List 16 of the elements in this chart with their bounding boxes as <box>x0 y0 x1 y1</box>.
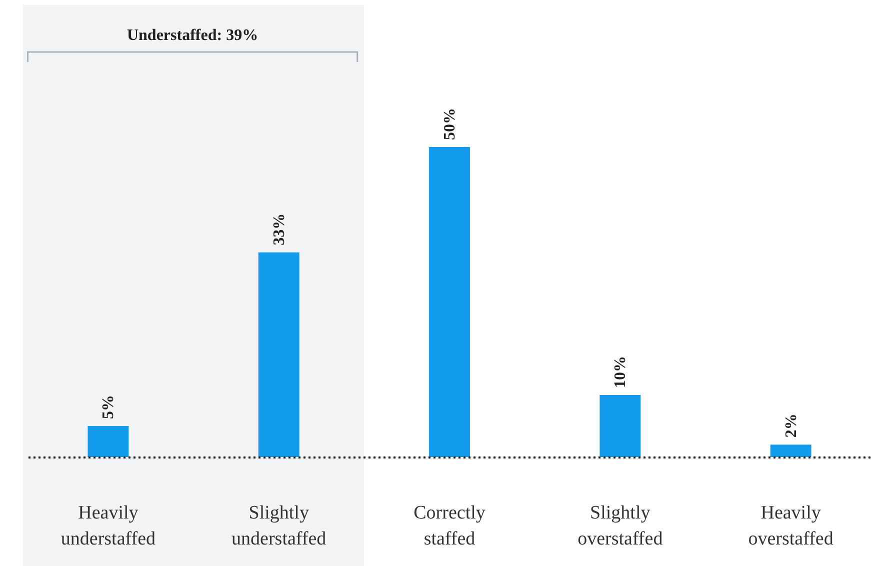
x-tick-label: Heavily overstaffed <box>748 502 834 550</box>
bar <box>770 444 812 457</box>
x-tick-label: Slightly understaffed <box>232 502 327 550</box>
x-tick-label: Correctly staffed <box>414 502 486 550</box>
bar <box>258 252 300 457</box>
x-tick-label: Heavily understaffed <box>60 502 156 550</box>
band-label: Understaffed: 39% <box>126 27 258 44</box>
data-label: 5% <box>100 395 118 419</box>
bar <box>429 147 470 457</box>
bar <box>600 395 641 457</box>
data-label: 50% <box>442 108 458 140</box>
x-tick-label: Slightly overstaffed <box>578 502 664 550</box>
data-label: 10% <box>612 356 630 388</box>
bar <box>88 426 129 457</box>
data-label: 2% <box>782 414 800 438</box>
data-label: 33% <box>270 213 288 246</box>
